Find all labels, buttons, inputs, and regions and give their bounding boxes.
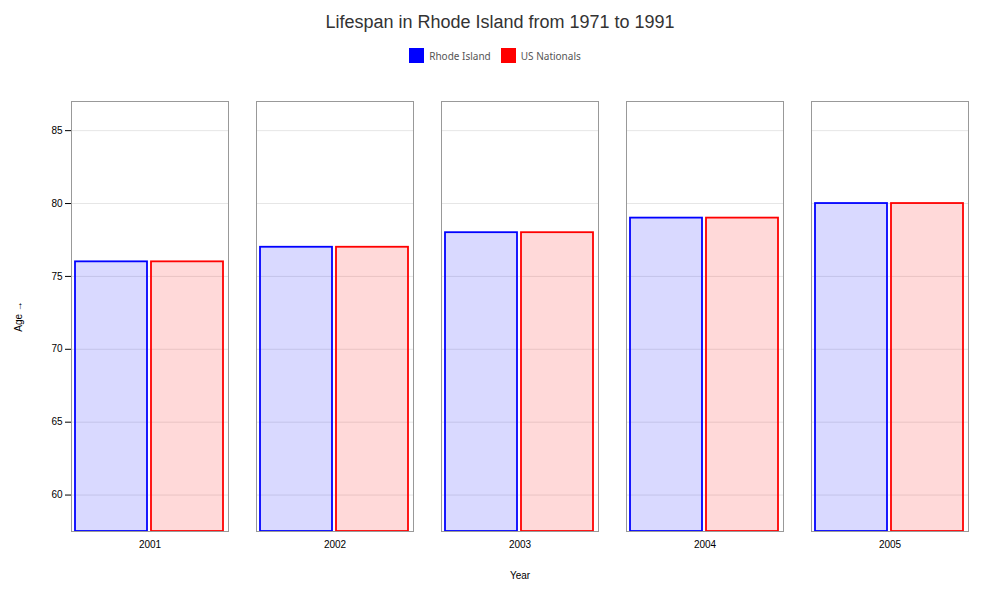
svg-text:2002: 2002 bbox=[324, 539, 347, 550]
svg-text:Age →: Age → bbox=[13, 301, 24, 332]
html-text:Lifespan in Rhode Island from: Lifespan in Rhode Island from 1971 to 19… bbox=[325, 12, 675, 32]
svg-text:2005: 2005 bbox=[879, 539, 902, 550]
svg-text:2001: 2001 bbox=[139, 539, 162, 550]
svg-text:2004: 2004 bbox=[694, 539, 717, 550]
svg-text:2003: 2003 bbox=[509, 539, 532, 550]
svg-text:65: 65 bbox=[51, 416, 63, 427]
svg-text:85: 85 bbox=[51, 125, 63, 136]
html-text:Rhode Island: Rhode Island bbox=[429, 48, 491, 63]
html-text:US Nationals: US Nationals bbox=[520, 48, 581, 63]
svg-text:80: 80 bbox=[51, 198, 63, 209]
svg-text:75: 75 bbox=[51, 271, 63, 282]
svg-text:Year: Year bbox=[510, 570, 531, 581]
svg-text:70: 70 bbox=[51, 343, 63, 354]
svg-text:60: 60 bbox=[51, 489, 63, 500]
